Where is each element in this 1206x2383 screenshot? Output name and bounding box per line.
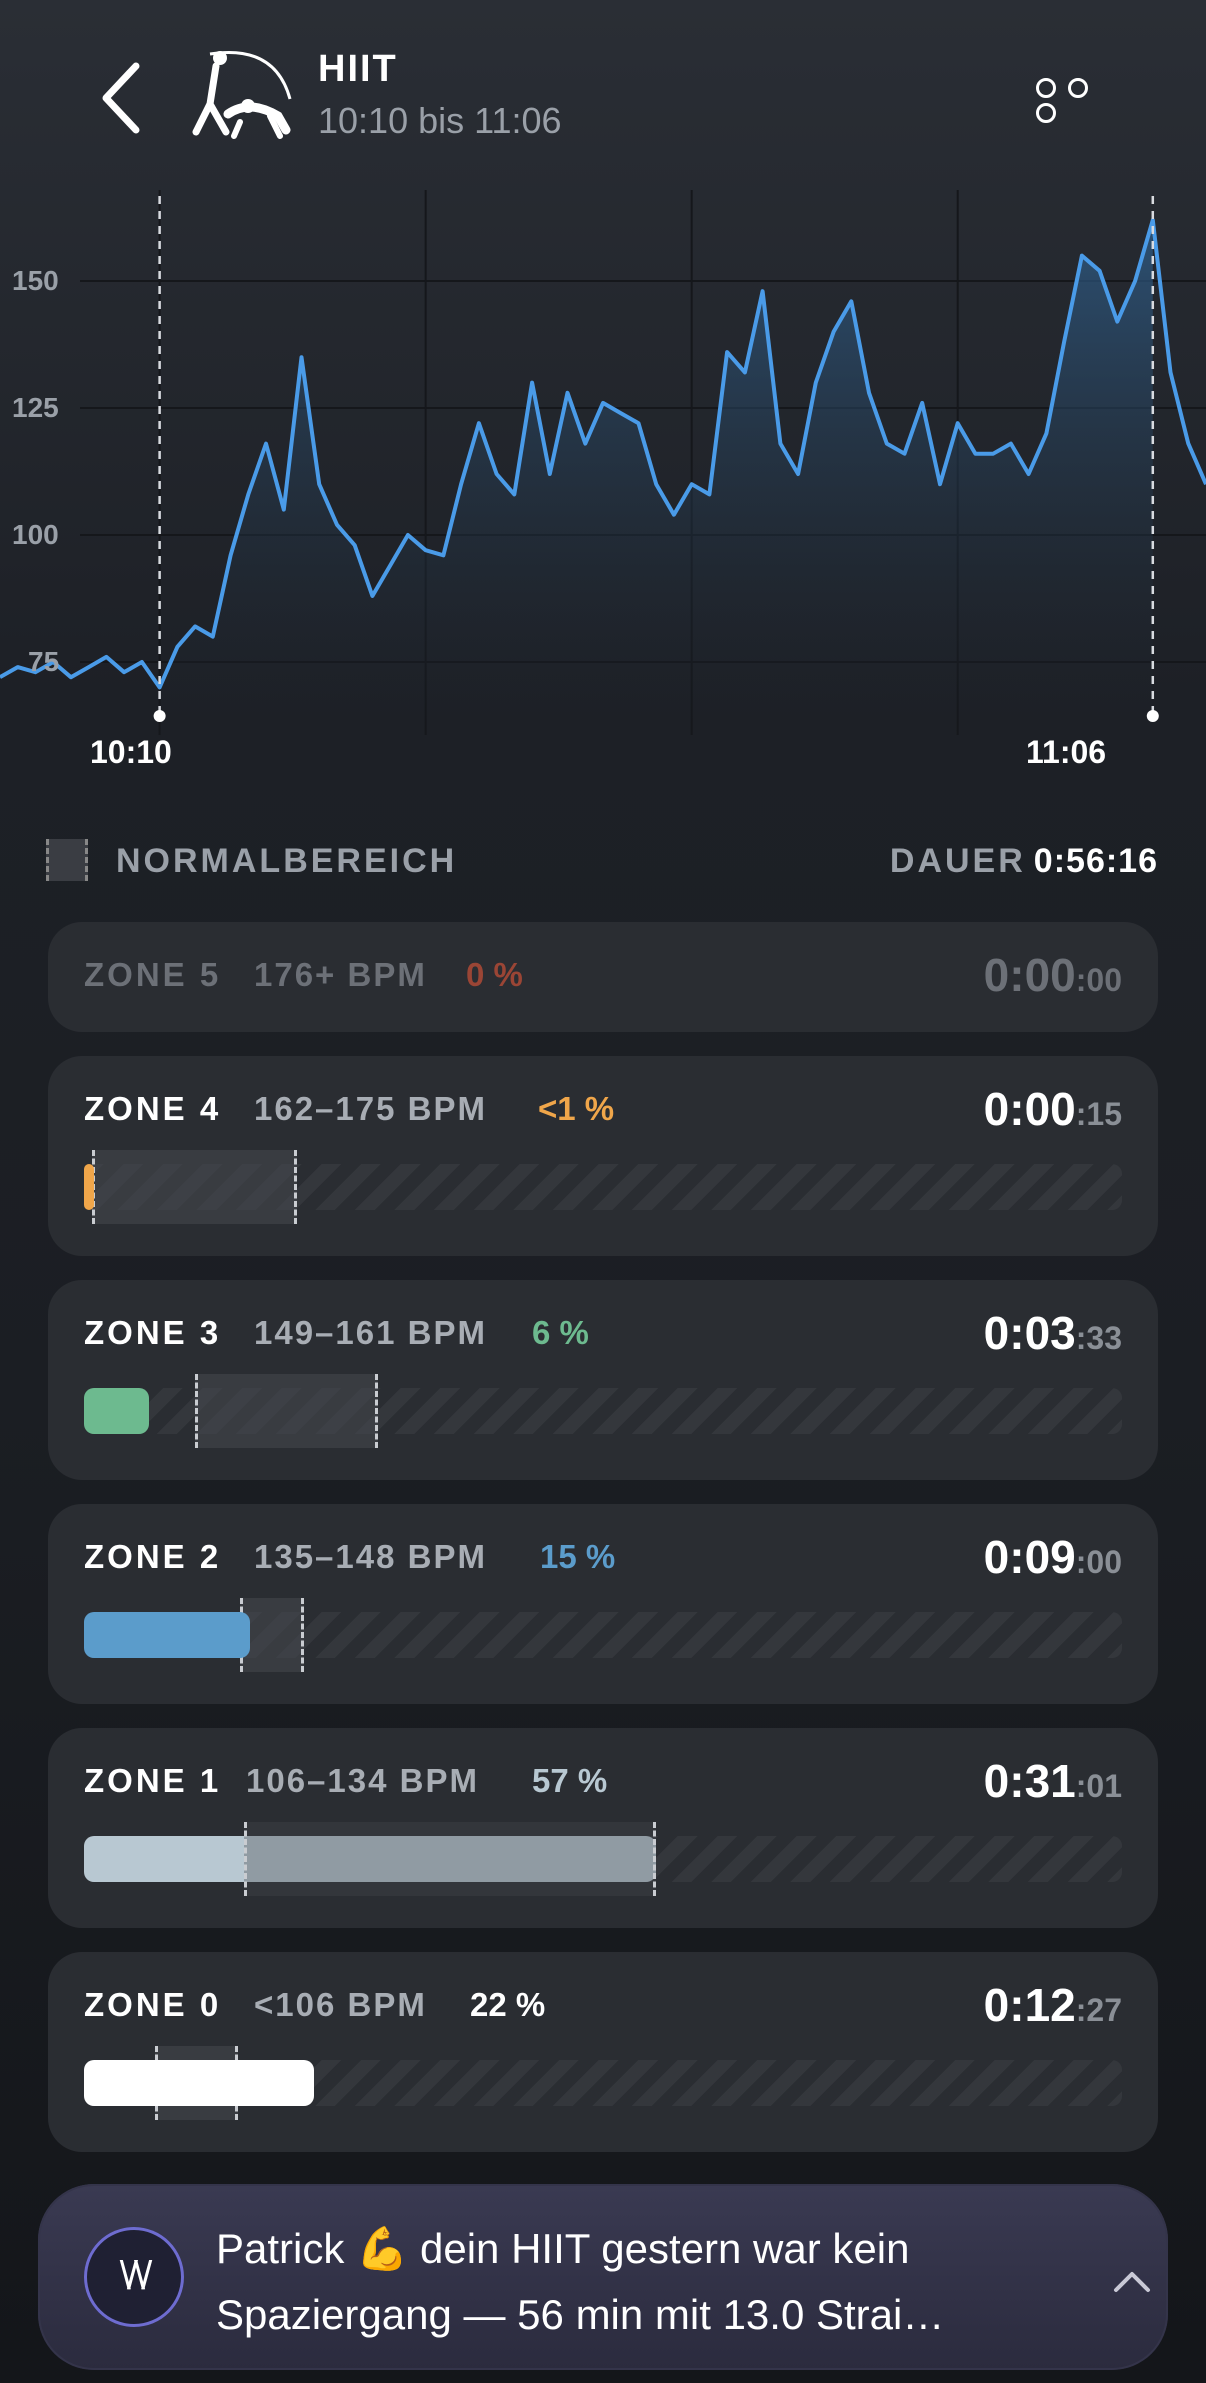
zone-time: 0:03:33 — [984, 1306, 1122, 1360]
normal-range-label: NORMALBEREICH — [116, 842, 458, 880]
zone-time: 0:00:00 — [984, 948, 1122, 1002]
zone-percent: 15 % — [540, 1538, 616, 1575]
duration: DAUER 0:56:16 — [890, 842, 1158, 881]
y-tick-label: 125 — [12, 392, 59, 423]
hiit-figure-icon — [192, 51, 292, 139]
zone-time-main: 0:00 — [983, 949, 1076, 1001]
zone-name: ZONE 3 — [84, 1314, 222, 1351]
chevron-up-icon[interactable] — [1112, 2266, 1152, 2296]
zone-time-main: 0:31 — [983, 1755, 1076, 1807]
zone-bar-track — [84, 1150, 1122, 1224]
zone-bar-fill — [84, 2060, 315, 2106]
zone-card-0[interactable]: ZONE 0 <106 BPM 22 % 0:12:27 — [48, 1952, 1158, 2152]
zone-bar-track — [84, 1374, 1122, 1448]
duration-label: DAUER — [889, 842, 1026, 880]
zone-time-seconds: :00 — [1075, 962, 1122, 998]
zone-card-2[interactable]: ZONE 2 135–148 BPM 15 % 0:09:00 — [48, 1504, 1158, 1704]
x-tick-label: 10:10 — [90, 734, 172, 770]
zone-bar-fill — [84, 1164, 95, 1210]
notification-text: Patrick 💪 dein HIIT gestern war kein Spa… — [216, 2225, 945, 2338]
workout-time-range: 10:10 bis 11:06 — [318, 100, 562, 141]
zone-time-main: 0:00 — [983, 1083, 1076, 1135]
normal-range-legend-swatch — [46, 839, 88, 881]
zone-name: ZONE 2 — [84, 1538, 222, 1575]
zone-time-seconds: :15 — [1075, 1096, 1122, 1132]
zone-normal-range — [195, 1374, 378, 1448]
zone-bar-track — [84, 1598, 1122, 1672]
zone-time: 0:09:00 — [984, 1530, 1122, 1584]
zone-name: ZONE 1 — [84, 1762, 222, 1799]
zone-time: 0:12:27 — [984, 1978, 1122, 2032]
hr-area — [159, 220, 1153, 735]
zone-time-seconds: :00 — [1075, 1544, 1122, 1580]
chevron-left-icon[interactable] — [96, 58, 146, 138]
zone-range: 135–148 BPM — [254, 1538, 487, 1575]
zone-name: ZONE 4 — [84, 1090, 222, 1127]
zone-range: 176+ BPM — [254, 956, 427, 993]
y-tick-label: 100 — [12, 519, 59, 550]
end-marker-dot — [1146, 710, 1159, 722]
more-dots-icon[interactable] — [1036, 78, 1122, 123]
zone-card-3[interactable]: ZONE 3 149–161 BPM 6 % 0:03:33 — [48, 1280, 1158, 1480]
zone-bar-fill — [84, 1388, 150, 1434]
zone-card-4[interactable]: ZONE 4 162–175 BPM <1 % 0:00:15 — [48, 1056, 1158, 1256]
zone-time: 0:31:01 — [984, 1754, 1122, 1808]
zone-time-main: 0:09 — [983, 1531, 1076, 1583]
zone-card-5[interactable]: ZONE 5 176+ BPM 0 % 0:00:00 — [48, 922, 1158, 1032]
zone-bar-track — [84, 2046, 1122, 2120]
zone-bar-track — [84, 1822, 1122, 1896]
zone-percent: 22 % — [470, 1986, 546, 2023]
zone-name: ZONE 5 — [84, 956, 222, 993]
chart-canvas — [0, 190, 1206, 735]
zone-name: ZONE 0 — [84, 1986, 222, 2023]
start-marker-dot — [153, 710, 166, 722]
zone-percent: 57 % — [532, 1762, 608, 1799]
header: HIIT 10:10 bis 11:06 — [0, 0, 1206, 190]
x-tick-label: 11:06 — [1026, 734, 1107, 770]
zone-range: 162–175 BPM — [254, 1090, 487, 1127]
y-tick-label: 75 — [28, 646, 60, 677]
zone-percent: 0 % — [466, 956, 523, 993]
hr-line — [0, 218, 1206, 690]
zone-normal-range — [243, 1822, 656, 1896]
zone-bar-fill — [84, 1836, 656, 1882]
zone-range: 149–161 BPM — [254, 1314, 487, 1351]
y-tick-label: 150 — [12, 265, 59, 296]
zone-time-main: 0:03 — [983, 1307, 1076, 1359]
whoop-logo-icon: \/\/ — [84, 2227, 184, 2327]
notification-icon-glyph: \/\/ — [119, 2254, 152, 2298]
duration-value: 0:56:16 — [1033, 842, 1158, 880]
zone-time-seconds: :27 — [1075, 1992, 1122, 2028]
page-title: HIIT — [318, 48, 398, 90]
zone-bar-fill — [84, 1612, 251, 1658]
zone-normal-range — [239, 1598, 305, 1672]
zone-time-seconds: :33 — [1075, 1320, 1122, 1356]
zone-range: <106 BPM — [254, 1986, 427, 2023]
heart-rate-chart: 150 125 100 75 10:10 11:06 — [0, 190, 1206, 790]
notification-banner[interactable]: \/\/ Patrick 💪 dein HIIT gestern war kei… — [38, 2184, 1168, 2370]
zone-normal-range — [92, 1150, 297, 1224]
zone-card-1[interactable]: ZONE 1 106–134 BPM 57 % 0:31:01 — [48, 1728, 1158, 1928]
zone-time: 0:00:15 — [984, 1082, 1122, 1136]
zone-time-seconds: :01 — [1075, 1768, 1122, 1804]
zone-percent: 6 % — [532, 1314, 589, 1351]
zone-range: 106–134 BPM — [246, 1762, 479, 1799]
zone-time-main: 0:12 — [983, 1979, 1076, 2031]
zone-percent: <1 % — [538, 1090, 615, 1127]
